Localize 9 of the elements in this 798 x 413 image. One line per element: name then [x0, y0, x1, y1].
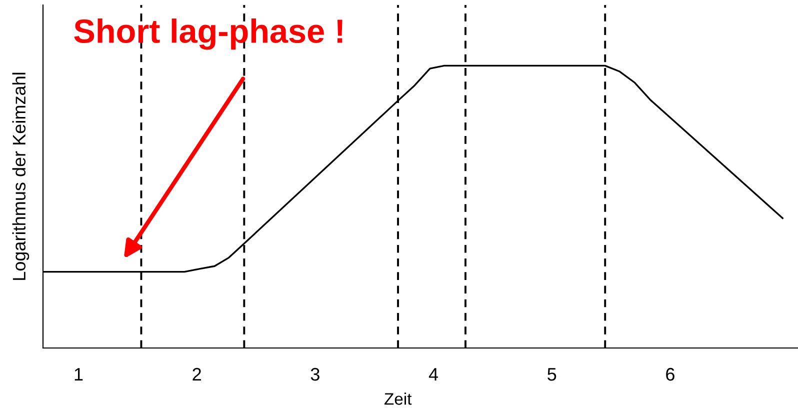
x-axis-title: Zeit [384, 392, 412, 405]
x-tick-label: 3 [310, 368, 320, 381]
x-tick-label: 2 [192, 368, 201, 381]
x-tick-label: 6 [666, 368, 674, 381]
y-axis-title: Logarithmus der Keimzahl [12, 72, 30, 280]
x-tick-label: 1 [74, 368, 83, 381]
text: Short lag-phase ! [74, 18, 342, 50]
x-tick-label: 4 [428, 368, 438, 381]
x-tick-label: 5 [548, 368, 556, 381]
